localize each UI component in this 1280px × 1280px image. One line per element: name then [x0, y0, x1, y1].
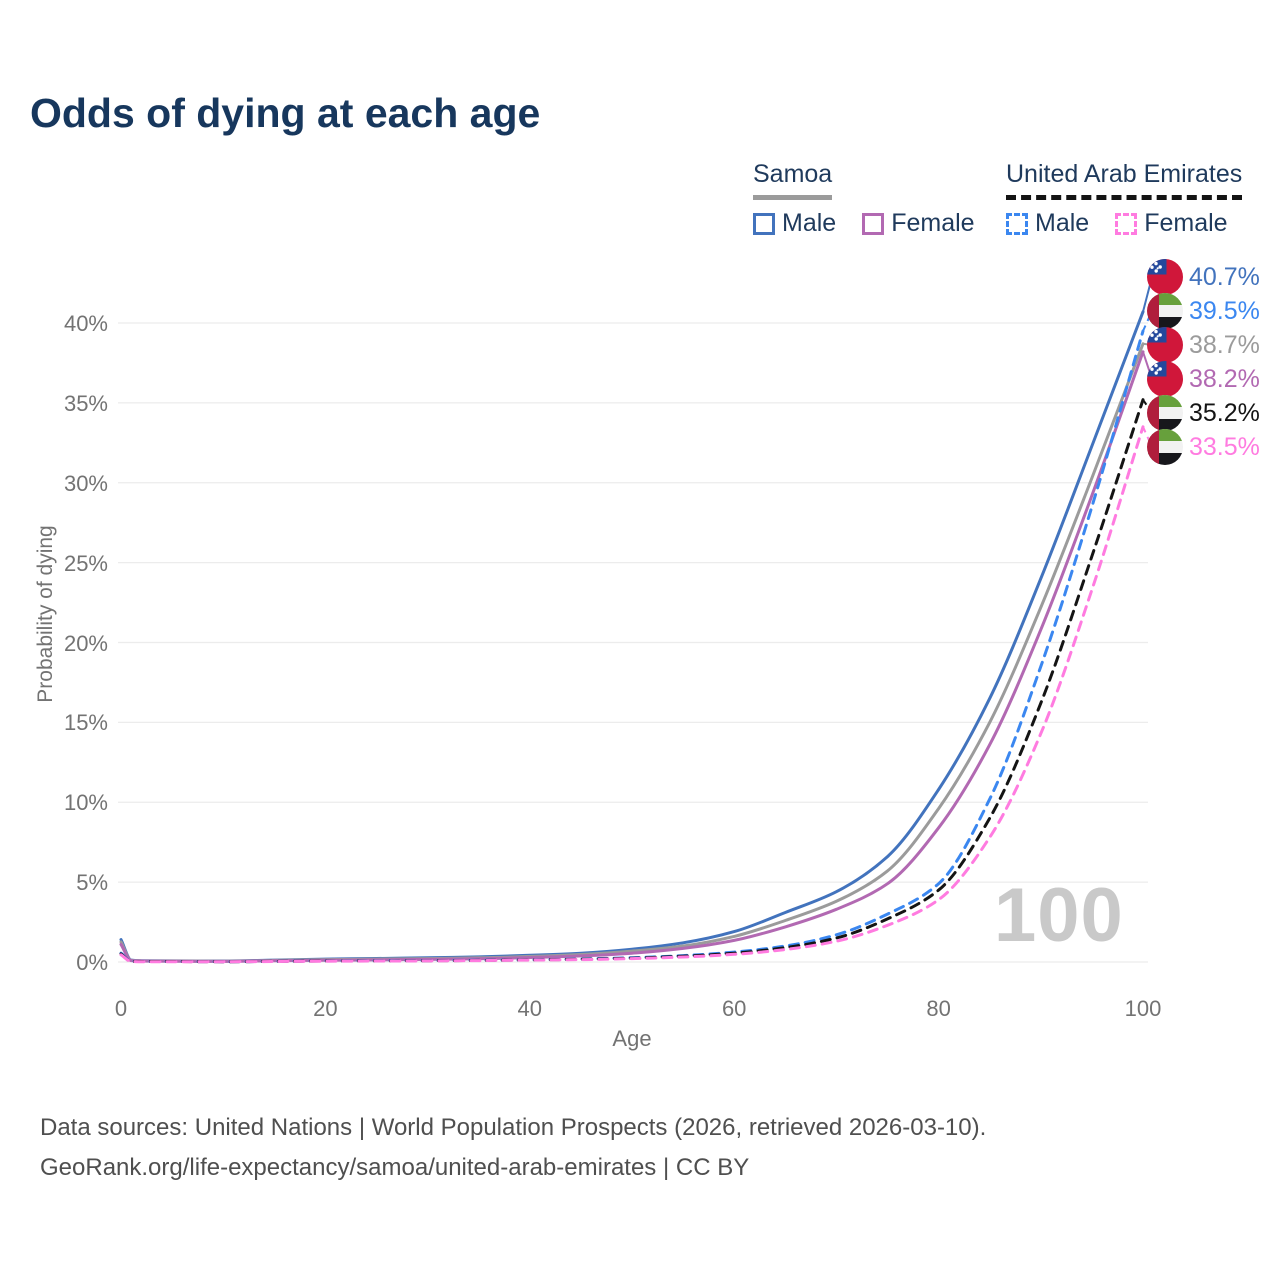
- series-line: [119, 425, 1145, 964]
- footer-data-sources: Data sources: United Nations | World Pop…: [40, 1114, 987, 1141]
- legend-group-samoa: Samoa Male Female: [753, 160, 975, 238]
- series-line: [119, 350, 1145, 963]
- page-title: Odds of dying at each age: [30, 90, 541, 136]
- series-line: [119, 329, 1145, 964]
- end-label: 33.5%: [1147, 429, 1260, 465]
- x-tick-label: 40: [517, 996, 543, 1021]
- x-axis-title: Age: [612, 1026, 652, 1051]
- uae-flag-icon: [1147, 429, 1183, 465]
- y-tick-label: 25%: [63, 550, 108, 576]
- legend-country-samoa: Samoa: [753, 160, 833, 200]
- age-counter-watermark: 100: [994, 873, 1124, 958]
- x-tick-label: 60: [721, 996, 747, 1021]
- x-tick-label: 100: [1124, 996, 1162, 1021]
- y-tick-label: 20%: [63, 630, 108, 656]
- samoa-female-swatch: [862, 212, 885, 235]
- y-tick-label: 15%: [63, 710, 108, 736]
- legend-label-uae-male: Male: [1035, 209, 1090, 237]
- end-label: 40.7%: [1147, 259, 1260, 295]
- uae-male-swatch: [1006, 212, 1028, 235]
- samoa-flag-icon: [1147, 327, 1183, 363]
- legend-row-samoa: Male Female: [753, 209, 975, 238]
- footer-attribution: GeoRank.org/life-expectancy/samoa/united…: [40, 1154, 750, 1181]
- legend-group-uae: United Arab Emirates Male Female: [1006, 160, 1243, 238]
- end-label: 35.2%: [1147, 395, 1260, 431]
- samoa-flag-icon: [1147, 361, 1183, 397]
- x-tick-label: 0: [114, 996, 128, 1021]
- end-label-value: 38.7%: [1189, 331, 1260, 359]
- series-line: [119, 342, 1145, 963]
- legend-label-uae-female: Female: [1144, 209, 1228, 237]
- legend-row-uae: Male Female: [1006, 209, 1242, 238]
- legend-item-samoa-female[interactable]: Female: [862, 209, 975, 238]
- series-line: [119, 398, 1145, 964]
- end-label: 38.2%: [1147, 361, 1260, 397]
- footer: Data sources: United Nations | World Pop…: [40, 1108, 986, 1188]
- samoa-male-swatch: [753, 212, 775, 235]
- series-line: [119, 310, 1145, 963]
- uae-female-swatch: [1115, 212, 1138, 235]
- end-label-value: 39.5%: [1189, 297, 1260, 325]
- x-tick-label: 20: [313, 996, 338, 1021]
- end-label: 38.7%: [1147, 327, 1260, 363]
- y-tick-label: 30%: [63, 470, 108, 496]
- legend-item-uae-male[interactable]: Male: [1006, 209, 1089, 238]
- legend-label-samoa-female: Female: [891, 209, 975, 237]
- legend-country-uae: United Arab Emirates: [1006, 160, 1243, 200]
- legend-label-samoa-male: Male: [782, 209, 837, 237]
- uae-flag-icon: [1147, 293, 1183, 329]
- y-tick-label: 10%: [63, 790, 108, 816]
- legend-item-uae-female[interactable]: Female: [1115, 209, 1228, 238]
- end-label-value: 40.7%: [1189, 263, 1260, 291]
- samoa-flag-icon: [1147, 259, 1183, 295]
- y-tick-label: 5%: [76, 870, 108, 896]
- y-tick-label: 35%: [63, 390, 108, 416]
- x-tick-label: 80: [926, 996, 951, 1021]
- end-label-value: 38.2%: [1189, 365, 1260, 393]
- y-axis-title: Probability of dying: [34, 525, 57, 703]
- end-label-value: 33.5%: [1189, 433, 1260, 461]
- y-tick-label: 0%: [76, 950, 108, 975]
- y-tick-label: 40%: [63, 311, 108, 336]
- uae-flag-icon: [1147, 395, 1183, 431]
- legend-item-samoa-male[interactable]: Male: [753, 209, 836, 238]
- end-label: 39.5%: [1147, 293, 1260, 329]
- end-label-value: 35.2%: [1189, 399, 1260, 427]
